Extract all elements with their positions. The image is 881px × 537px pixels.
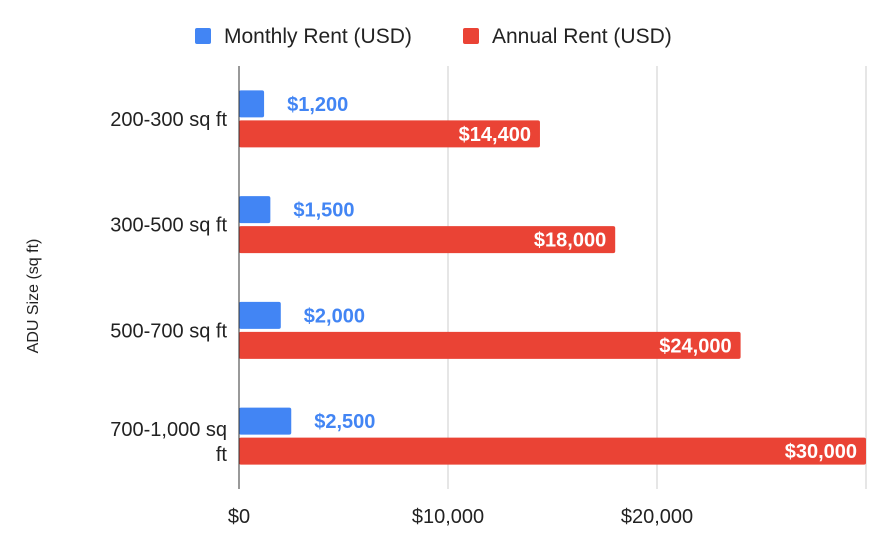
legend-label: Annual Rent (USD) xyxy=(492,25,672,48)
data-label: $14,400 xyxy=(459,124,531,146)
data-label: $2,500 xyxy=(314,411,375,433)
y-axis-title: ADU Size (sq ft) xyxy=(25,239,42,354)
bar xyxy=(239,407,292,435)
bar xyxy=(239,226,616,254)
legend-label: Monthly Rent (USD) xyxy=(224,25,412,48)
data-label: $1,500 xyxy=(293,200,354,222)
category-label: 500-700 sq ft xyxy=(110,320,227,342)
x-tick-label: $20,000 xyxy=(621,506,693,528)
bar xyxy=(239,120,540,148)
bar xyxy=(239,437,866,465)
data-label: $24,000 xyxy=(659,335,731,357)
data-label: $1,200 xyxy=(287,94,348,116)
bar xyxy=(239,301,281,329)
legend-swatch xyxy=(195,28,211,44)
labels: $1,200 $14,400 200-300 sq ft $1,500 $18,000 3… xyxy=(110,94,857,466)
data-label: $18,000 xyxy=(534,230,606,252)
axes: $0 $10,000 $20,000 ADU Size (sq ft) xyxy=(25,66,693,528)
bar xyxy=(239,196,271,224)
legend: Monthly Rent (USD) Annual Rent (USD) xyxy=(195,25,672,48)
x-tick-label: $0 xyxy=(228,506,250,528)
x-tick-label: $10,000 xyxy=(412,506,484,528)
category-label: 200-300 sq ft xyxy=(110,109,227,131)
bar xyxy=(239,331,741,359)
data-label: $30,000 xyxy=(785,441,857,463)
category-label: 300-500 sq ft xyxy=(110,215,227,237)
bars xyxy=(239,90,866,465)
legend-swatch xyxy=(463,28,479,44)
data-label: $2,000 xyxy=(304,305,365,327)
bar xyxy=(239,90,265,118)
category-label: 700-1,000 sq ft xyxy=(110,419,227,466)
